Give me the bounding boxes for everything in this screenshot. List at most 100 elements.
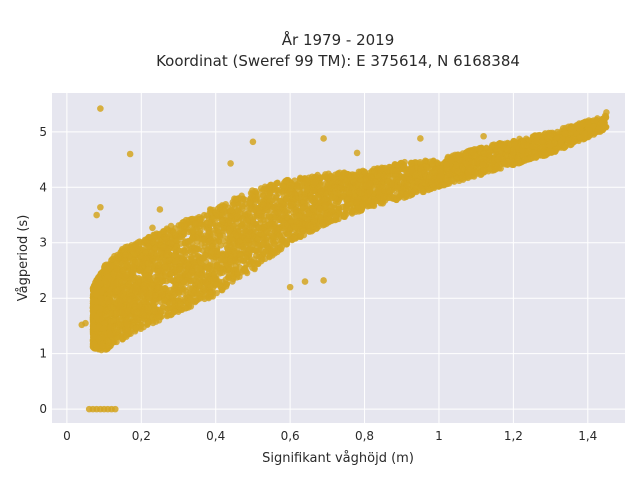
scatter-point [343, 205, 350, 212]
scatter-point [340, 192, 347, 199]
scatter-point [485, 151, 493, 159]
scatter-point [384, 178, 392, 185]
scatter-point [234, 213, 241, 220]
chart-title: År 1979 - 2019 [282, 30, 395, 49]
scatter-point [167, 271, 175, 278]
scatter-point [429, 160, 436, 168]
scatter-point [239, 215, 246, 223]
scatter-point [256, 209, 263, 216]
scatter-point [340, 169, 348, 177]
scatter-point [307, 224, 315, 231]
scatter-point [375, 188, 382, 195]
scatter-point [359, 200, 366, 208]
scatter-point [380, 173, 388, 180]
scatter-point [546, 132, 554, 140]
scatter-point [115, 272, 123, 279]
scatter-point [270, 233, 277, 241]
scatter-point [251, 213, 258, 220]
scatter-point [541, 149, 548, 156]
scatter-point [163, 312, 171, 320]
scatter-point [141, 270, 149, 278]
scatter-point [123, 271, 130, 279]
scatter-point [114, 287, 121, 295]
scatter-point [219, 269, 226, 277]
scatter-point [497, 147, 504, 154]
scatter-point [301, 194, 308, 201]
scatter-point [126, 301, 133, 308]
scatter-point [284, 231, 292, 238]
scatter-point [304, 216, 311, 223]
scatter-point [447, 157, 455, 164]
scatter-point [249, 193, 256, 201]
scatter-point [220, 227, 227, 235]
scatter-point [203, 281, 211, 288]
scatter-point [338, 174, 345, 182]
scatter-point [266, 253, 273, 260]
scatter-point [384, 166, 391, 174]
scatter-point [213, 281, 221, 288]
scatter-point [231, 248, 238, 255]
scatter-point [208, 243, 215, 251]
scatter-point [252, 187, 259, 195]
scatter-point [215, 238, 223, 245]
scatter-point [297, 174, 304, 182]
scatter-point [442, 175, 449, 183]
scatter-point [222, 276, 230, 283]
scatter-point [443, 161, 450, 168]
scatter-point [123, 260, 130, 268]
scatter-point [389, 175, 397, 183]
scatter-point [198, 272, 205, 280]
scatter-point [250, 240, 258, 248]
scatter-point [145, 243, 152, 250]
scatter-point [358, 190, 365, 197]
scatter-point [453, 175, 461, 183]
scatter-point [146, 292, 153, 299]
scatter-point [207, 206, 214, 214]
scatter-point [149, 314, 156, 322]
scatter-point [132, 241, 139, 248]
scatter-point [171, 258, 179, 265]
scatter-point [144, 320, 151, 328]
scatter-point [489, 141, 496, 149]
scatter-point [529, 143, 536, 150]
scatter-point [150, 307, 158, 315]
scatter-point [428, 178, 435, 185]
scatter-point [243, 222, 250, 229]
scatter-point [218, 253, 225, 260]
scatter-point [188, 268, 196, 275]
scatter-point [271, 240, 278, 247]
scatter-point [199, 255, 207, 262]
scatter-point [101, 262, 109, 269]
scatter-point [227, 258, 234, 265]
scatter-point [296, 212, 303, 219]
scatter-point [462, 152, 469, 159]
scatter-point [602, 114, 610, 121]
scatter-point [105, 338, 112, 346]
scatter-point [419, 179, 426, 186]
scatter-point [167, 286, 174, 294]
scatter-point [171, 246, 179, 253]
scatter-point [533, 137, 540, 145]
scatter-point [107, 290, 114, 298]
scatter-point [161, 263, 169, 270]
scatter-point [274, 179, 281, 187]
scatter-point [149, 238, 156, 246]
scatter-point [153, 314, 161, 321]
scatter-point [196, 265, 203, 272]
scatter-point [233, 232, 240, 239]
scatter-point [222, 200, 229, 208]
scatter-point [117, 321, 125, 329]
scatter-point [376, 183, 384, 190]
chart-subtitle: Koordinat (Sweref 99 TM): E 375614, N 61… [156, 52, 520, 70]
scatter-point [193, 289, 201, 297]
scatter-point [107, 318, 114, 325]
scatter-point [426, 173, 434, 180]
scatter-point [348, 207, 355, 214]
scatter-point [292, 218, 300, 225]
scatter-point [410, 187, 418, 195]
scatter-point [449, 152, 457, 159]
scatter-point [448, 177, 456, 185]
scatter-point [509, 149, 517, 156]
scatter-point [342, 178, 349, 186]
scatter-point [276, 231, 283, 239]
